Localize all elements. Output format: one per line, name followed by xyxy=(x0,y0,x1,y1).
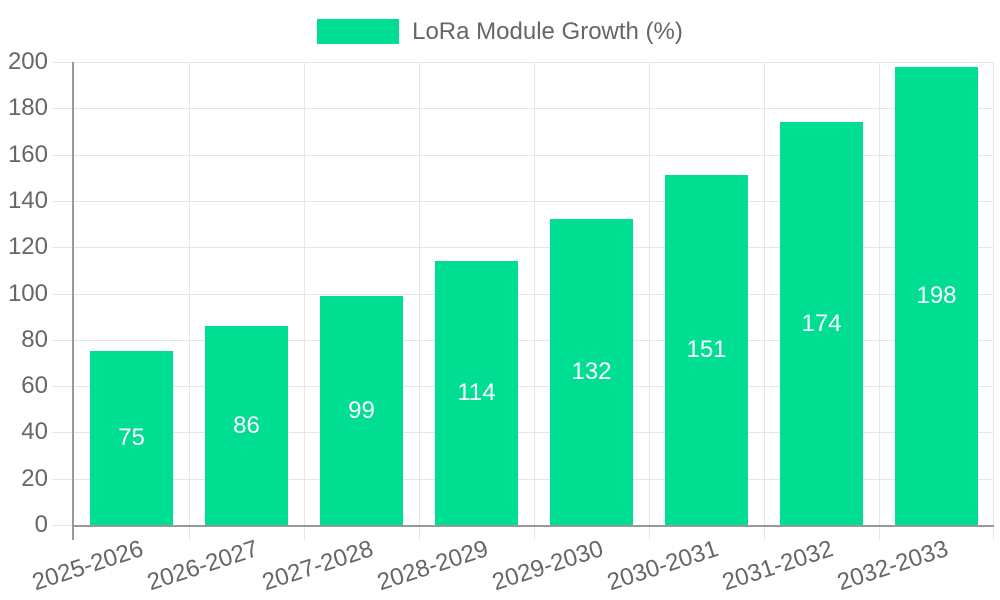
y-axis-tick-label: 20 xyxy=(21,465,48,492)
bar: 86 xyxy=(205,326,288,525)
bar: 75 xyxy=(90,351,173,525)
v-gridline xyxy=(879,62,880,525)
plot-area: 0 20 40 60 80 100 120 140 160 180 200 75 2025-2026 86… xyxy=(8,50,994,596)
bar-value-label: 151 xyxy=(686,336,727,363)
v-gridline xyxy=(534,62,535,525)
y-axis-tick-label: 80 xyxy=(21,326,48,353)
y-axis-tick-label: 40 xyxy=(21,418,48,445)
x-tick-mark xyxy=(189,525,190,540)
bar-value-label: 174 xyxy=(801,309,842,337)
x-axis-tick-label: 2025-2026 xyxy=(29,535,147,597)
bar-value-label: 75 xyxy=(118,424,145,451)
y-axis-tick-label: 100 xyxy=(7,280,48,307)
bar-value-label: 99 xyxy=(348,396,375,424)
x-axis-tick-label: 2029-2030 xyxy=(489,535,607,597)
bar-value-label: 198 xyxy=(916,282,957,309)
x-axis-tick-label: 2027-2028 xyxy=(259,535,377,597)
y-axis-tick-label: 60 xyxy=(21,372,48,399)
x-tick-mark xyxy=(764,525,765,540)
x-tick-mark xyxy=(72,525,74,540)
y-tick-mark xyxy=(52,525,74,526)
bar: 114 xyxy=(435,261,518,525)
y-tick-mark xyxy=(52,155,74,156)
x-tick-mark xyxy=(419,525,420,540)
v-gridline xyxy=(189,62,190,525)
bar: 198 xyxy=(895,67,978,525)
y-axis-tick-label: 140 xyxy=(7,187,48,214)
bar-value-label: 114 xyxy=(457,379,496,406)
legend[interactable]: LoRa Module Growth (%) xyxy=(0,19,1000,44)
v-gridline xyxy=(993,62,994,525)
y-axis-tick-label: 160 xyxy=(7,141,48,168)
y-tick-mark xyxy=(52,108,74,109)
bar: 151 xyxy=(665,175,748,525)
x-axis-tick-label: 2032-2033 xyxy=(834,535,952,597)
bar: 132 xyxy=(550,219,633,525)
y-tick-mark xyxy=(52,340,74,341)
y-tick-mark xyxy=(52,62,74,63)
x-axis-tick-label: 2026-2027 xyxy=(144,535,262,597)
y-axis-tick-label: 180 xyxy=(7,94,48,121)
x-tick-mark xyxy=(649,525,650,540)
v-gridline xyxy=(419,62,420,525)
x-tick-mark xyxy=(879,525,880,540)
y-axis-tick-label: 0 xyxy=(34,511,48,538)
y-tick-mark xyxy=(52,432,74,433)
bar-value-label: 86 xyxy=(233,411,260,439)
x-axis-tick-label: 2030-2031 xyxy=(604,535,722,597)
v-gridline xyxy=(649,62,650,525)
x-tick-mark xyxy=(304,525,305,540)
y-axis-tick-label: 120 xyxy=(7,233,48,260)
x-tick-mark xyxy=(534,525,535,540)
x-axis-tick-label: 2031-2032 xyxy=(719,535,837,597)
legend-label: LoRa Module Growth (%) xyxy=(412,18,683,45)
x-tick-mark xyxy=(993,525,994,540)
v-gridline xyxy=(304,62,305,525)
y-axis-line xyxy=(72,62,74,525)
x-axis-line xyxy=(74,525,994,527)
y-tick-mark xyxy=(52,201,74,202)
bar: 174 xyxy=(780,122,863,525)
y-tick-mark xyxy=(52,294,74,295)
x-axis-tick-label: 2028-2029 xyxy=(374,535,492,597)
v-gridline xyxy=(764,62,765,525)
y-tick-mark xyxy=(52,386,74,387)
y-tick-mark xyxy=(52,479,74,480)
y-tick-mark xyxy=(52,247,74,248)
bar: 99 xyxy=(320,296,403,525)
bar-value-label: 132 xyxy=(571,358,612,385)
legend-swatch xyxy=(317,19,400,44)
y-axis-tick-label: 200 xyxy=(7,48,48,75)
